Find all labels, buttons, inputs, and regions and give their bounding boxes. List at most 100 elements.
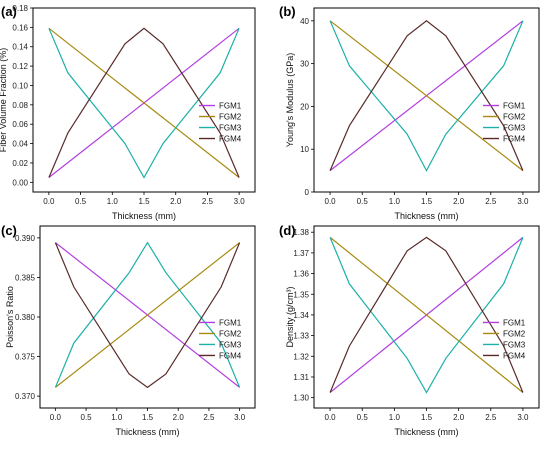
panel-d-x-tick-label: 2.0 (453, 413, 465, 422)
panel-c: 0.0 0.5 1.0 1.5 2.0 2.5 3.0 0.370 0.375 0.380 0.38… (5, 225, 256, 437)
panel-a-y-tick-label: 0.12 (12, 62, 28, 71)
panel-b-series-fgm4-line (329, 20, 524, 171)
panel-a-y-tick-label: 0.08 (12, 101, 28, 110)
panel-c-y-tick-label: 0.375 (15, 353, 36, 362)
panel-c-series-fgm4-line (54, 242, 241, 389)
panel-c-y-tick-label: 0.370 (15, 392, 36, 401)
panel-d-y-tick-label: 1.34 (293, 311, 309, 320)
panel-c-legend-label-fgm3: FGM3 (219, 340, 242, 349)
panel-b-legend-label-fgm3: FGM3 (503, 124, 526, 133)
panel-c-label: (c) (1, 223, 17, 238)
panel-c-legend-label-fgm1: FGM1 (219, 318, 242, 327)
panel-d-y-tick-label: 1.33 (293, 332, 309, 341)
panel-d-series-fgm4-line (329, 236, 524, 393)
panel-a-legend-label-fgm1: FGM1 (219, 102, 242, 111)
panel-d-y-axis-label: Density (g/cm³) (285, 286, 295, 347)
panel-d-x-tick-label: 0.0 (325, 413, 337, 422)
panel-b-x-tick-label: 1.0 (389, 197, 401, 206)
panel-a-x-tick-label: 1.0 (107, 197, 119, 206)
panel-c-legend-label-fgm2: FGM2 (219, 329, 242, 338)
panel-b-series-fgm2-line (329, 20, 524, 172)
panel-d-x-tick-label: 3.0 (517, 413, 529, 422)
panel-b-label: (b) (279, 4, 296, 19)
panel-a-y-tick-label: 0.06 (12, 120, 28, 129)
panel-d-legend-label-fgm1: FGM1 (503, 318, 526, 327)
panel-a-y-tick-label: 0.14 (12, 43, 28, 52)
panel-d-y-tick-label: 1.30 (293, 394, 309, 403)
panel-b-y-tick-label: 40 (300, 17, 309, 26)
panel-a-x-tick-label: 2.0 (170, 197, 182, 206)
panel-c-x-tick-label: 1.5 (142, 413, 154, 422)
charts-layer: 0.0 0.5 1.0 1.5 2.0 2.5 3.00.000.020.040.060.0… (0, 4, 540, 437)
panel-d-series-fgm2-line (329, 236, 524, 393)
panel-b-y-tick-label: 0 (305, 188, 310, 197)
panel-d-y-tick-label: 1.37 (293, 249, 309, 258)
panel-c-x-tick-label: 0.5 (81, 413, 93, 422)
panel-b-legend-label-fgm4: FGM4 (503, 135, 526, 144)
panel-d-y-tick-label: 1.36 (293, 270, 309, 279)
panel-c-series-fgm2-line (55, 242, 240, 388)
panel-c-y-tick-label: 0.380 (15, 313, 36, 322)
panel-b-x-tick-label: 2.0 (453, 197, 465, 206)
panel-d-series-fgm3-line (329, 237, 524, 394)
panel-a-legend-label-fgm2: FGM2 (219, 113, 242, 122)
panel-c-x-tick-label: 0.0 (50, 413, 62, 422)
panel-b-x-tick-label: 0.5 (357, 197, 369, 206)
panel-b-x-tick-label: 2.5 (485, 197, 497, 206)
panel-c-x-tick-label: 1.0 (111, 413, 123, 422)
panel-d-label: (d) (279, 223, 296, 238)
panel-c-series-fgm3-line (54, 241, 241, 388)
panel-a-label: (a) (1, 4, 17, 19)
panel-d-legend-label-fgm2: FGM2 (503, 329, 526, 338)
panel-a: 0.0 0.5 1.0 1.5 2.0 2.5 3.0 0.00 0.02 0.04 0.06 0.0… (0, 4, 256, 221)
panel-d-y-tick-label: 1.32 (293, 352, 309, 361)
panel-d: 0.0 0.5 1.0 1.5 2.0 2.5 3.0 1.30 1.31 1.32 1.33 1.3… (285, 225, 540, 437)
panel-a-legend-label-fgm3: FGM3 (219, 124, 242, 133)
panel-b-x-tick-label: 0.0 (325, 197, 337, 206)
panel-b-y-axis-label: Young's Modulus (GPa) (285, 53, 295, 147)
panel-a-x-axis-label: Thickness (mm) (112, 211, 176, 221)
panel-b-x-tick-label: 3.0 (517, 197, 529, 206)
panel-b: 0.0 0.5 1.0 1.5 2.0 2.5 3.0 0 10 20 30 40 Thickness … (285, 7, 540, 221)
panel-c-x-axis-label: Thickness (mm) (115, 427, 179, 437)
panel-d-x-tick-label: 1.5 (421, 413, 433, 422)
panel-a-y-axis-label: Fiber Volume Fraction (%) (0, 48, 8, 153)
panel-d-legend-label-fgm3: FGM3 (503, 340, 526, 349)
panel-a-y-tick-label: 0.16 (12, 23, 28, 32)
panel-c-y-tick-label: 0.385 (15, 273, 36, 282)
panel-a-x-tick-label: 1.5 (138, 197, 150, 206)
panel-a-legend-label-fgm4: FGM4 (219, 135, 242, 144)
panel-d-x-tick-label: 0.5 (357, 413, 369, 422)
panel-c-y-tick-label: 0.390 (15, 234, 36, 243)
panel-b-x-tick-label: 1.5 (421, 197, 433, 206)
panel-c-x-tick-label: 3.0 (234, 413, 246, 422)
panel-a-x-tick-label: 0.0 (43, 197, 55, 206)
panel-a-y-tick-label: 0.00 (12, 178, 28, 187)
panel-b-y-tick-label: 30 (300, 60, 309, 69)
panel-a-y-tick-label: 0.02 (12, 159, 28, 168)
panel-b-legend-label-fgm1: FGM1 (503, 102, 526, 111)
panel-a-series-fgm3-line (48, 28, 240, 179)
panel-d-legend-label-fgm4: FGM4 (503, 351, 526, 360)
panel-c-y-axis-label: Poisson's Ratio (5, 286, 15, 348)
panel-a-x-tick-label: 0.5 (75, 197, 87, 206)
panel-d-x-tick-label: 1.0 (389, 413, 401, 422)
panel-a-series-fgm2-line (48, 27, 240, 178)
panel-b-y-tick-label: 10 (300, 145, 309, 154)
panel-b-y-tick-label: 20 (300, 102, 309, 111)
panel-a-x-tick-label: 2.5 (202, 197, 214, 206)
panel-b-legend-label-fgm2: FGM2 (503, 113, 526, 122)
panel-d-y-tick-label: 1.31 (293, 373, 309, 382)
panel-a-y-tick-label: 0.10 (12, 81, 28, 90)
panel-d-x-tick-label: 2.5 (485, 413, 497, 422)
panel-a-x-tick-label: 3.0 (234, 197, 246, 206)
panel-a-series-fgm4-line (48, 27, 240, 178)
panel-a-y-tick-label: 0.18 (12, 4, 28, 13)
panel-b-series-fgm3-line (329, 20, 524, 172)
panel-b-x-axis-label: Thickness (mm) (394, 211, 458, 221)
panel-c-legend-label-fgm4: FGM4 (219, 351, 242, 360)
panel-a-y-tick-label: 0.04 (12, 140, 28, 149)
panel-c-x-tick-label: 2.5 (203, 413, 215, 422)
